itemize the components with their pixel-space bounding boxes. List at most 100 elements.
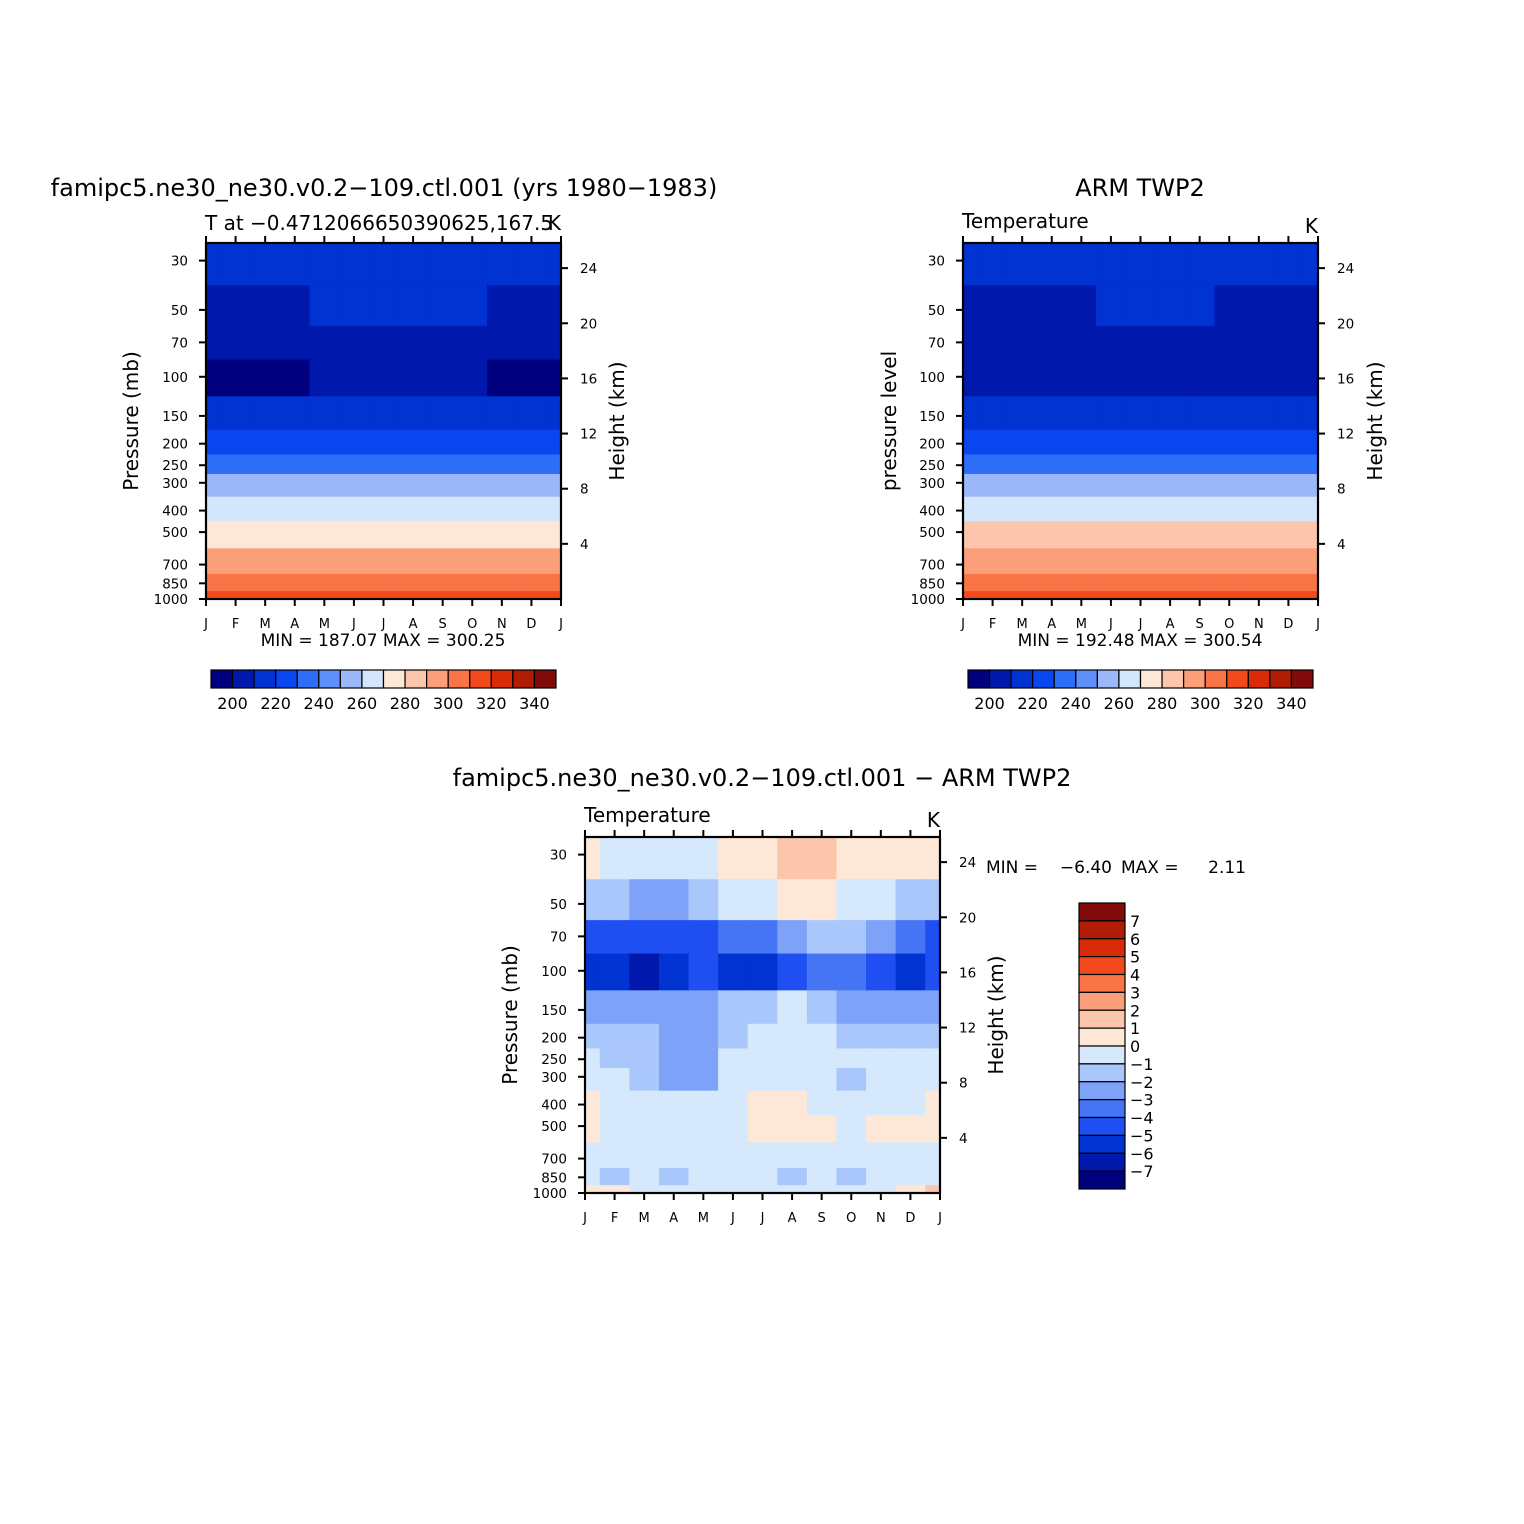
- data-cell: [1303, 285, 1319, 327]
- data-cell: [398, 359, 429, 397]
- data-cell: [427, 429, 459, 456]
- y2-tick-label: 8: [959, 1076, 968, 1092]
- y-tick-label: 50: [550, 897, 567, 913]
- data-cell: [1155, 396, 1186, 431]
- x-tick-label: O: [1224, 617, 1234, 632]
- data-cell: [368, 496, 399, 522]
- data-cell: [546, 429, 562, 456]
- data-cell: [1214, 591, 1245, 600]
- data-cell: [339, 243, 370, 286]
- x-tick-label: M: [260, 617, 271, 632]
- data-cell: [250, 396, 281, 431]
- data-cell: [1125, 243, 1156, 286]
- colorbar-label: −5: [1130, 1126, 1154, 1145]
- data-cell: [1125, 429, 1156, 456]
- panel1-units: K: [548, 211, 562, 235]
- data-cell: [1184, 521, 1216, 549]
- data-cell: [836, 1048, 867, 1069]
- data-cell: [977, 591, 1008, 600]
- y2-tick-label: 16: [1337, 371, 1354, 387]
- data-cell: [398, 454, 429, 475]
- panel1-minmax: MIN = 187.07 MAX = 300.25: [261, 631, 506, 651]
- data-cell: [688, 920, 719, 955]
- colorbar-swatch: [1075, 669, 1098, 689]
- data-cell: [368, 359, 399, 397]
- y2-tick-label: 12: [580, 427, 597, 443]
- data-cell: [658, 879, 690, 921]
- data-cell: [339, 521, 370, 549]
- data-cell: [1303, 396, 1319, 431]
- data-cell: [457, 429, 488, 456]
- data-cell: [777, 1115, 808, 1143]
- x-tick-label: D: [1283, 617, 1293, 632]
- data-cell: [977, 396, 1008, 431]
- data-cell: [599, 1185, 630, 1194]
- data-cell: [220, 474, 251, 498]
- y2-tick-label: 4: [959, 1131, 968, 1147]
- data-cell: [1303, 591, 1319, 600]
- colorbar-label: 7: [1130, 912, 1140, 931]
- data-cell: [220, 496, 251, 522]
- data-cell: [895, 920, 926, 955]
- data-cell: [688, 1185, 719, 1194]
- data-cell: [546, 454, 562, 475]
- data-cell: [487, 591, 518, 600]
- data-cell: [1036, 474, 1068, 498]
- x-tick-label: S: [818, 1211, 826, 1226]
- data-cell: [599, 1068, 630, 1092]
- data-cell: [1273, 521, 1304, 549]
- data-cell: [516, 474, 547, 498]
- data-cell: [206, 521, 222, 549]
- data-cell: [1036, 591, 1068, 600]
- data-cell: [1036, 429, 1068, 456]
- x-tick-label: A: [1047, 617, 1056, 632]
- colorbar-label: 200: [217, 694, 248, 713]
- data-cell: [1273, 496, 1304, 522]
- colorbar-label: 200: [974, 694, 1005, 713]
- data-cell: [339, 573, 370, 592]
- data-cell: [866, 920, 897, 955]
- colorbar-swatch: [967, 669, 991, 689]
- y-tick-label: 30: [550, 848, 567, 864]
- colorbar-swatch: [1269, 669, 1293, 689]
- y-tick-label: 150: [919, 409, 945, 425]
- y2-tick-label: 8: [1337, 482, 1346, 498]
- data-cell: [1273, 326, 1304, 361]
- data-cell: [427, 521, 459, 549]
- data-cell: [279, 359, 311, 397]
- data-cell: [1155, 243, 1186, 286]
- data-cell: [1184, 548, 1216, 575]
- data-cell: [487, 285, 518, 327]
- x-tick-label: J: [1138, 617, 1143, 632]
- data-cell: [1244, 474, 1275, 498]
- data-cell: [398, 474, 429, 498]
- data-cell: [1244, 285, 1275, 327]
- data-cell: [718, 879, 749, 921]
- data-cell: [836, 990, 867, 1025]
- data-cell: [250, 359, 281, 397]
- data-cell: [546, 359, 562, 397]
- data-cell: [546, 521, 562, 549]
- data-cell: [546, 285, 562, 327]
- data-cell: [309, 474, 340, 498]
- x-tick-label: M: [1017, 617, 1028, 632]
- data-cell: [1244, 243, 1275, 286]
- data-cell: [457, 243, 488, 286]
- data-cell: [1244, 548, 1275, 575]
- colorbar-swatch: [339, 669, 363, 689]
- data-cell: [1096, 454, 1127, 475]
- x-tick-label: N: [497, 617, 507, 632]
- y2-tick-label: 20: [1337, 316, 1354, 332]
- colorbar-swatch: [1078, 1009, 1126, 1029]
- data-cell: [895, 1090, 926, 1116]
- data-cell: [963, 591, 979, 600]
- data-cell: [585, 953, 601, 991]
- data-cell: [629, 1142, 660, 1169]
- data-cell: [457, 591, 488, 600]
- y2-tick-label: 4: [1337, 537, 1346, 553]
- data-cell: [599, 837, 630, 880]
- data-cell: [1036, 496, 1068, 522]
- data-cell: [220, 591, 251, 600]
- data-cell: [1066, 429, 1097, 456]
- data-cell: [546, 326, 562, 361]
